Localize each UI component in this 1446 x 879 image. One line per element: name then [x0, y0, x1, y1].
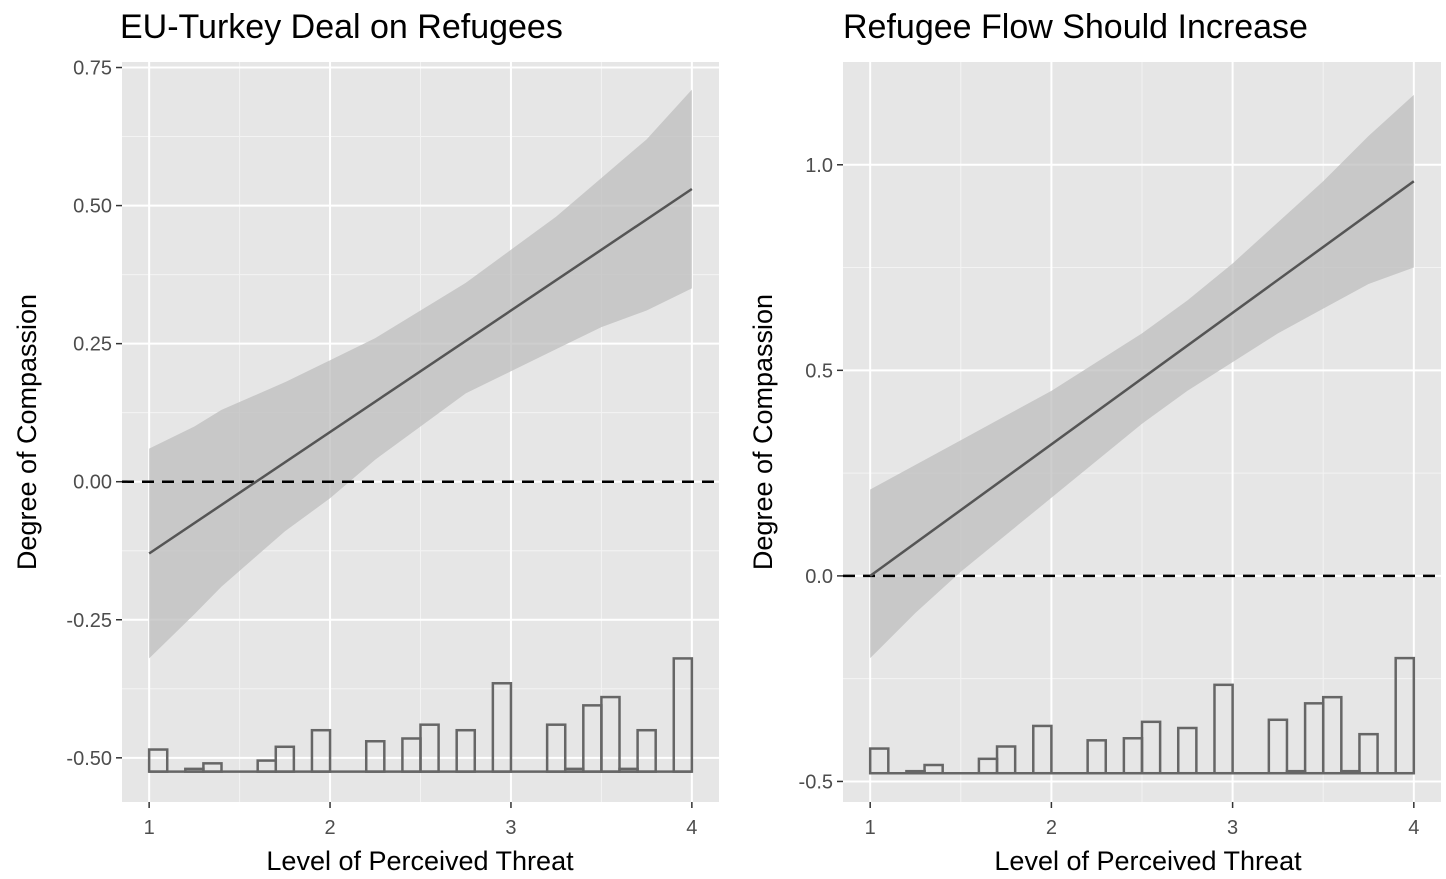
axis-ticks: 1 2 3 4 -0.5 0.0 0.5 1.0 — [799, 155, 1420, 839]
y-tick-label: 0.75 — [73, 58, 112, 80]
effect-line-layer — [122, 187, 719, 555]
y-tick-label: 0.0 — [805, 566, 833, 588]
marginal-effect-line — [148, 187, 693, 555]
y-tick-label: 0.00 — [73, 472, 112, 494]
effect-line-layer — [843, 180, 1441, 578]
x-tick-label: 3 — [1227, 817, 1238, 839]
confidence-band — [149, 89, 692, 659]
y-tick-label: -0.25 — [66, 610, 112, 632]
y-axis-title: Degree of Compassion — [748, 294, 778, 570]
x-axis-title: Level of Perceived Threat — [994, 846, 1302, 876]
y-axis-title: Degree of Compassion — [12, 294, 42, 570]
histogram-layer — [868, 656, 1416, 775]
y-tick-label: -0.5 — [799, 771, 833, 793]
x-tick-label: 1 — [144, 817, 155, 839]
chart-panel-refugee-flow: 1 2 3 4 -0.5 0.0 0.5 1.0 Refugee Flow Should In… — [748, 8, 1441, 876]
axis-ticks: 1 2 3 4 -0.50 -0.25 0.00 0.25 0.50 0.75 — [66, 58, 697, 839]
chart-title: Refugee Flow Should Increase — [843, 8, 1308, 46]
y-tick-label: 0.5 — [805, 360, 833, 382]
x-tick-label: 4 — [1408, 817, 1419, 839]
y-tick-label: 0.50 — [73, 196, 112, 218]
histogram-layer — [147, 657, 694, 773]
chart-title: EU-Turkey Deal on Refugees — [120, 8, 563, 46]
x-tick-label: 1 — [865, 817, 876, 839]
y-tick-label: -0.50 — [66, 748, 112, 770]
x-tick-label: 2 — [1046, 817, 1057, 839]
chart-panel-eu-turkey-deal: 1 2 3 4 -0.50 -0.25 0.00 0.25 0.50 0.75 EU-Turkey… — [12, 8, 719, 876]
y-tick-label: 1.0 — [805, 155, 833, 177]
x-tick-label: 2 — [324, 817, 335, 839]
marginal-effect-line — [869, 180, 1415, 577]
x-axis-title: Level of Perceived Threat — [266, 846, 574, 876]
confidence-band — [870, 94, 1414, 659]
y-tick-label: 0.25 — [73, 334, 112, 356]
x-tick-label: 4 — [686, 817, 697, 839]
x-tick-label: 3 — [505, 817, 516, 839]
confidence-band-layer — [149, 89, 692, 659]
confidence-band-layer — [870, 94, 1414, 659]
